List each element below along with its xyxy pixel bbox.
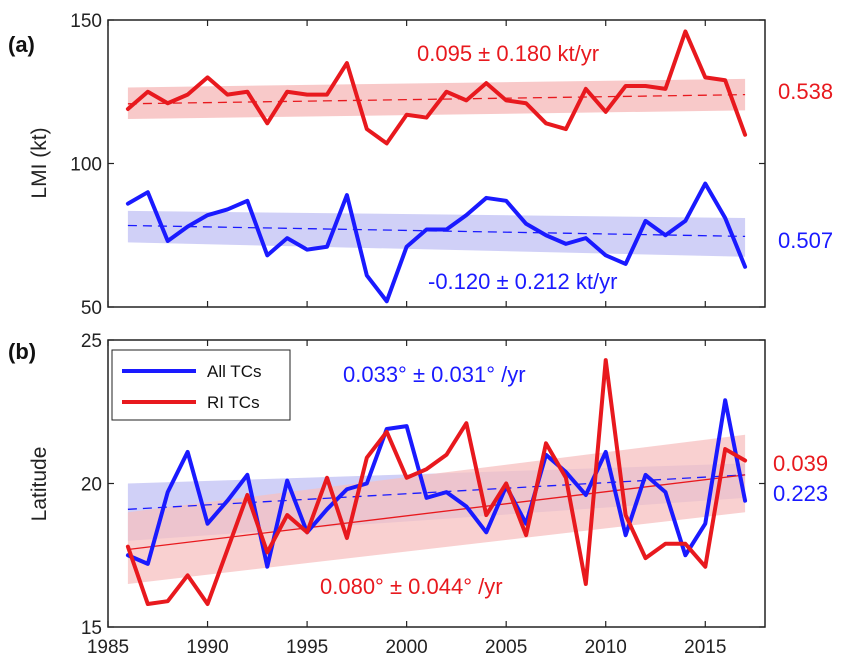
panel-a: 50 100 150 (a) LMI (kt) 0.095 ± 0.180 kt/y… <box>8 11 833 319</box>
panel-a-frame <box>107 19 766 308</box>
y-tick-label: 100 <box>70 155 102 176</box>
x-tick-label: 2010 <box>585 637 627 658</box>
panel-a-ri-p-label: 0.538 <box>778 79 833 104</box>
trend-line-ri-a <box>127 93 746 105</box>
y-tick-label: 50 <box>81 298 102 319</box>
y-tick-label: 20 <box>81 475 102 496</box>
x-tick-label: 2005 <box>485 637 527 658</box>
x-tick-label: 1985 <box>87 637 129 658</box>
y-tick-label: 25 <box>81 331 102 352</box>
panel-b-all-trend-label: 0.033° ± 0.031° /yr <box>343 362 526 387</box>
x-tick-label: 1990 <box>186 637 228 658</box>
panel-a-label: (a) <box>8 32 35 57</box>
series-line-ri-a <box>125 29 748 146</box>
panel-b-label: (b) <box>8 339 36 364</box>
y-tick-label: 150 <box>70 11 102 32</box>
legend-ri-label: RI TCs <box>207 393 260 412</box>
panel-a-all-p-label: 0.507 <box>778 228 833 253</box>
legend-box <box>111 349 291 421</box>
panel-a-ticks: 50 100 150 <box>70 11 765 319</box>
panel-b-frame <box>107 339 766 628</box>
confidence-band-ri-b <box>127 434 746 584</box>
panel-a-all-trend-label: -0.120 ± 0.212 kt/yr <box>428 269 617 294</box>
series-line-ri-b <box>125 358 748 607</box>
panel-b-ylabel: Latitude <box>28 447 51 522</box>
legend: All TCs RI TCs <box>111 349 291 421</box>
x-tick-label: 2000 <box>385 637 427 658</box>
panel-a-ri-trend-label: 0.095 ± 0.180 kt/yr <box>417 41 599 66</box>
confidence-band-all-a <box>127 210 746 257</box>
x-tick-label: 1995 <box>286 637 328 658</box>
panel-b-all-p-label: 0.223 <box>773 481 828 506</box>
panel-b-ri-trend-label: 0.080° ± 0.044° /yr <box>320 574 503 599</box>
legend-all-label: All TCs <box>207 362 261 381</box>
panel-a-ylabel: LMI (kt) <box>28 127 51 198</box>
panel-b-series-lines <box>125 358 748 607</box>
y-tick-label: 15 <box>81 618 102 639</box>
series-line-all-a <box>125 181 748 304</box>
series-line-all-b <box>125 398 748 569</box>
panel-b-ri-p-label: 0.039 <box>773 451 828 476</box>
panel-a-series-lines <box>125 29 748 304</box>
x-axis-ticks: 1985 1990 1995 2000 2005 2010 2015 <box>87 637 727 658</box>
x-tick-label: 2015 <box>684 637 726 658</box>
